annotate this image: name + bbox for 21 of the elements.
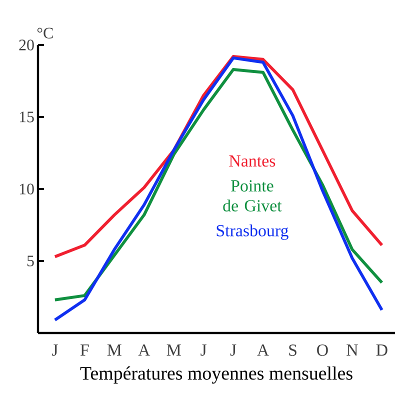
x-tick-label: O bbox=[317, 344, 328, 356]
x-tick-label: J bbox=[52, 344, 58, 356]
series-label: Pointe de Givet bbox=[223, 180, 282, 212]
x-tick-label: F bbox=[80, 344, 89, 356]
y-tick-label: 20 bbox=[19, 40, 34, 50]
x-tick-label: M bbox=[166, 344, 181, 356]
x-tick-label: M bbox=[107, 344, 122, 356]
x-tick-label: J bbox=[200, 344, 207, 356]
y-axis-title: °C bbox=[37, 28, 53, 38]
y-tick-label: 15 bbox=[20, 112, 34, 122]
x-tick-label: J bbox=[230, 344, 236, 356]
x-tick-label: S bbox=[289, 344, 296, 356]
x-tick-label: A bbox=[138, 344, 150, 356]
x-tick-label: A bbox=[257, 344, 270, 356]
y-tick-label: 10 bbox=[20, 184, 34, 194]
x-tick-label: D bbox=[376, 344, 388, 356]
text: Températures moyennes mensuelles bbox=[80, 366, 352, 384]
y-tick-label: 5 bbox=[27, 256, 34, 266]
text: Nantes bbox=[229, 155, 276, 167]
text: Strasbourg bbox=[216, 224, 288, 240]
x-tick-label: N bbox=[346, 344, 358, 356]
